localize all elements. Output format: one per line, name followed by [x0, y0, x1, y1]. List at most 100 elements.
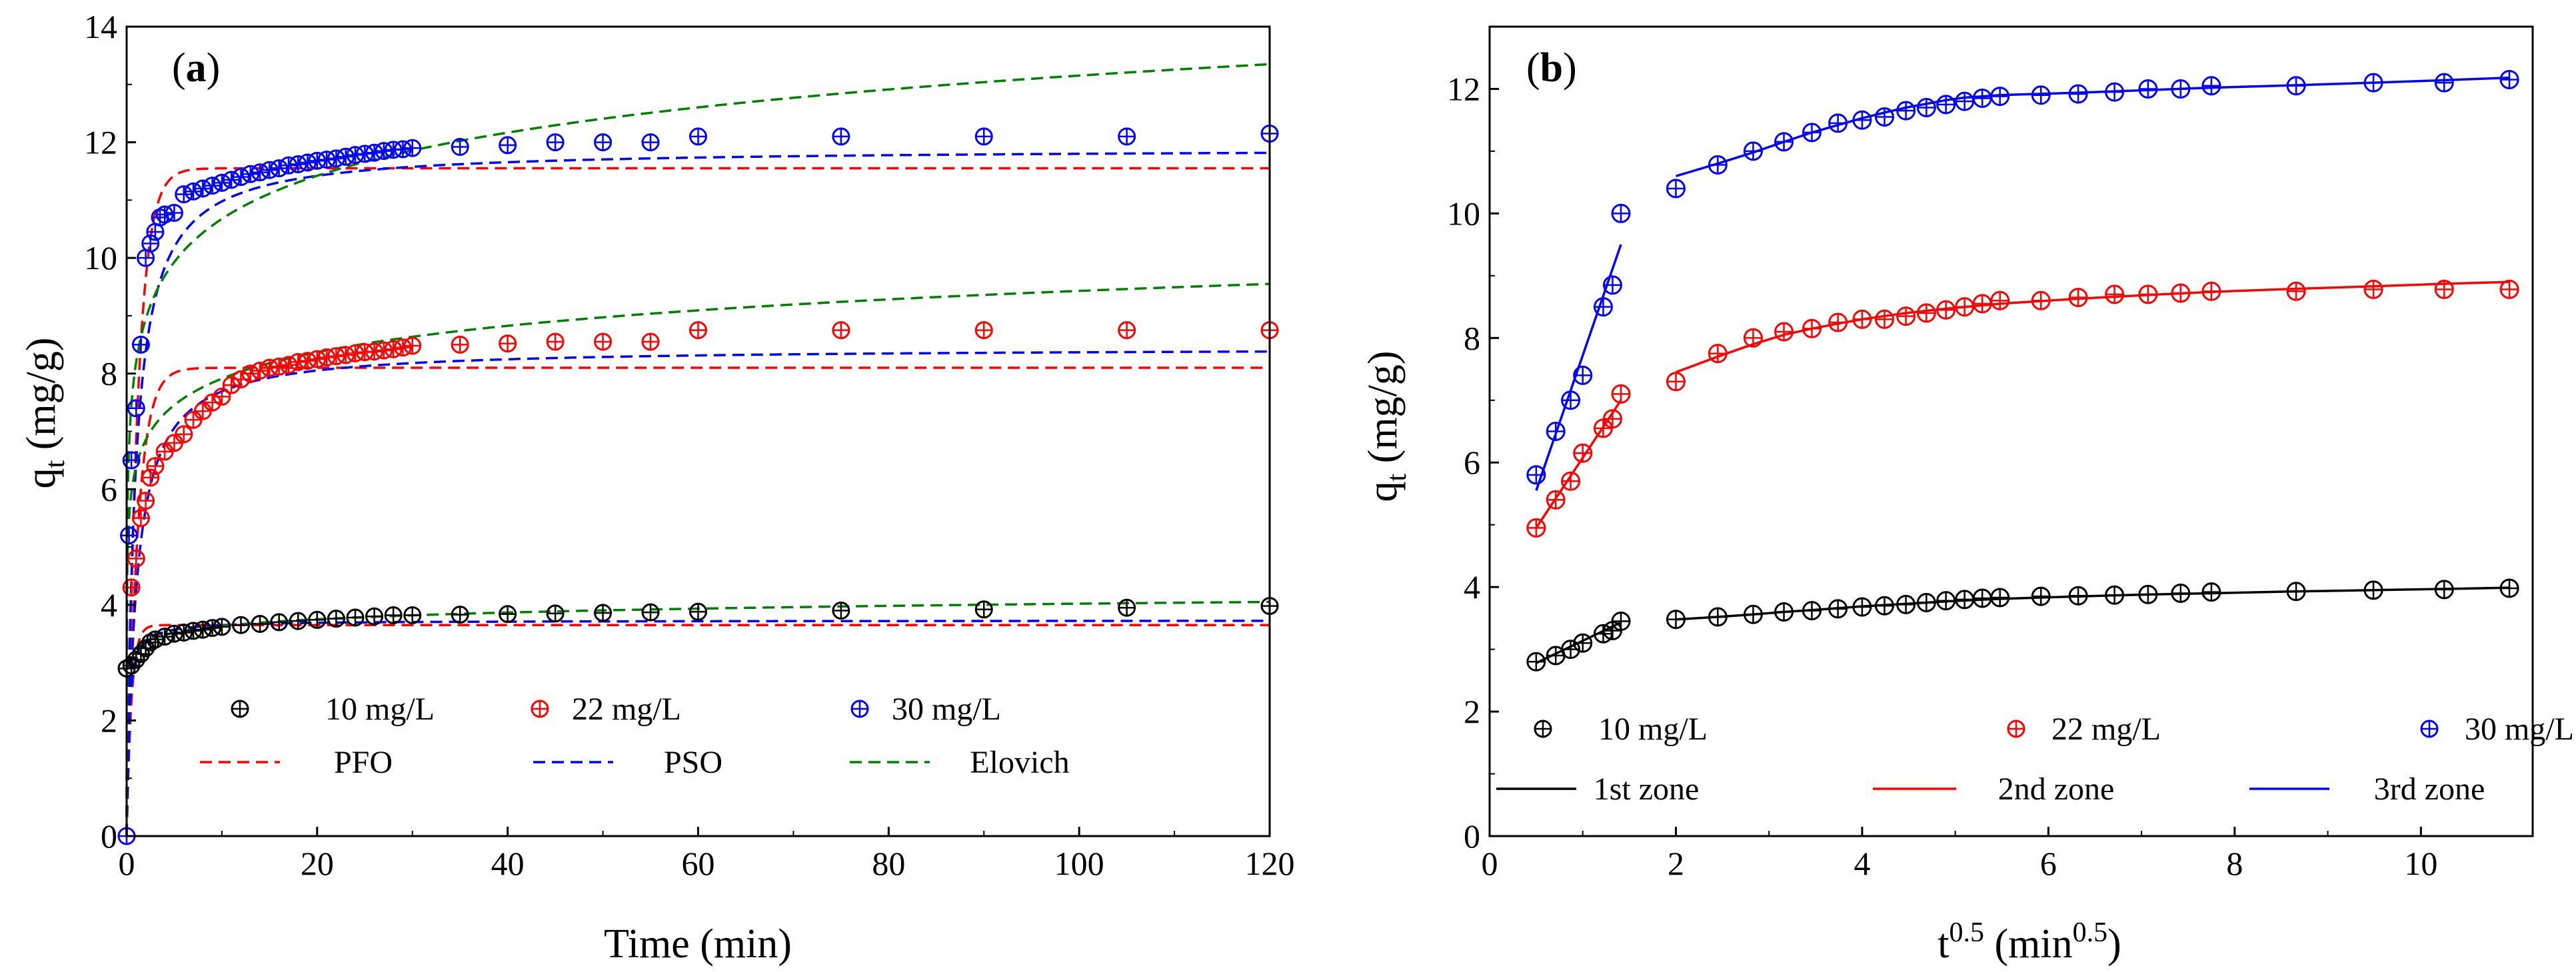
b-point-30mgl	[1936, 95, 1956, 115]
b-point-30mgl	[1955, 91, 1975, 111]
a-y-tick-label: 12	[84, 124, 117, 161]
b-point-10mgl	[1955, 590, 1975, 610]
a-point-30mgl	[165, 203, 183, 222]
a-point-10mgl	[327, 610, 345, 628]
a-legend-label: 22 mg/L	[572, 692, 681, 727]
b-point-22mgl	[1936, 300, 1956, 320]
b-x-axis-title: t0.5 (min0.5)	[1937, 917, 2121, 967]
b-point-10mgl	[1916, 593, 1936, 613]
b-point-10mgl	[1593, 624, 1613, 644]
a-point-22mgl	[689, 321, 707, 340]
b-x-axis: 0 2 4 6 8 10	[1482, 827, 2437, 882]
a-x-tick-label: 100	[1054, 845, 1104, 882]
a-point-10mgl	[184, 622, 203, 640]
b-y-tick-label: 6	[1464, 444, 1480, 481]
a-pso-curve	[125, 620, 1270, 836]
a-y-axis-title: qt (mg/g)	[19, 338, 71, 489]
b-point-30mgl	[2201, 76, 2221, 96]
a-elovich-curve	[125, 63, 1270, 836]
a-point-30mgl	[127, 399, 145, 418]
a-point-30mgl	[155, 205, 174, 224]
b-point-22mgl	[1874, 309, 1894, 329]
b-point-10mgl	[1611, 612, 1631, 632]
a-point-30mgl	[175, 185, 193, 204]
a-x-tick-label: 40	[491, 845, 525, 882]
a-point-22mgl	[184, 410, 203, 429]
a-x-tick-label: 120	[1245, 845, 1295, 882]
a-point-10mgl	[155, 628, 174, 646]
a-x-tick-label: 0	[119, 845, 135, 882]
b-legend-label: 3rd zone	[2374, 771, 2485, 807]
a-point-10mgl	[213, 618, 231, 636]
b-point-22mgl	[1526, 518, 1546, 538]
a-y-tick-label: 0	[101, 817, 117, 855]
b-legend-label: 1st zone	[1594, 771, 1700, 807]
b-point-30mgl	[1602, 275, 1622, 295]
a-point-22mgl	[137, 492, 155, 510]
b-legend-label: 22 mg/L	[2051, 712, 2161, 747]
a-point-10mgl	[289, 612, 307, 630]
a-point-30mgl	[1118, 127, 1136, 146]
a-point-30mgl	[337, 147, 355, 166]
a-point-22mgl	[327, 347, 345, 366]
a-legend-label: Elovich	[970, 745, 1069, 780]
b-point-10mgl	[1874, 596, 1894, 616]
a-point-22mgl	[365, 342, 384, 361]
b-point-30mgl	[1774, 132, 1794, 152]
b-point-22mgl	[1972, 294, 1992, 314]
a-x-tick-label: 60	[682, 845, 715, 882]
a-point-30mgl	[365, 143, 384, 162]
a-point-30mgl	[193, 179, 212, 198]
b-point-22mgl	[1561, 471, 1581, 491]
b-point-30mgl	[2031, 85, 2051, 105]
a-point-22mgl	[384, 340, 403, 358]
a-legend-label: PFO	[334, 745, 393, 780]
a-y-tick-label: 10	[84, 239, 117, 276]
a-point-30mgl	[308, 151, 327, 170]
b-point-30mgl	[1802, 123, 1822, 143]
a-point-30mgl	[279, 156, 298, 175]
a-point-22mgl	[289, 352, 307, 371]
a-point-22mgl	[260, 358, 279, 377]
a-point-22mgl	[974, 321, 993, 340]
a-point-22mgl	[175, 425, 193, 444]
a-model-curves	[125, 63, 1270, 836]
a-point-30mgl	[393, 140, 412, 159]
a-point-22mgl	[155, 442, 174, 461]
b-point-30mgl	[2138, 79, 2158, 99]
b-data-points	[1526, 69, 2519, 672]
b-legend-label: 10 mg/L	[1598, 712, 1708, 747]
a-point-10mgl	[594, 604, 613, 622]
b-point-10mgl	[2138, 584, 2158, 604]
b-point-10mgl	[1526, 652, 1546, 672]
b-y-tick-label: 0	[1464, 817, 1480, 855]
a-point-22mgl	[1118, 321, 1136, 340]
a-point-30mgl	[289, 155, 307, 174]
b-point-22mgl	[2068, 288, 2088, 308]
a-legend-label: 10 mg/L	[325, 692, 435, 727]
a-point-30mgl	[213, 173, 231, 192]
a-point-10mgl	[832, 602, 850, 620]
a-point-30mgl	[346, 146, 365, 165]
a-point-22mgl	[451, 335, 469, 354]
b-point-30mgl	[2171, 79, 2191, 99]
b-point-30mgl	[1828, 113, 1848, 133]
a-point-30mgl	[131, 335, 150, 354]
b-zone-fit-3	[1676, 76, 2510, 177]
a-point-10mgl	[641, 603, 660, 622]
b-point-22mgl	[1573, 443, 1593, 463]
a-x-axis-title: Time (min)	[604, 921, 792, 967]
b-y-tick-label: 4	[1464, 568, 1480, 606]
a-pfo-curve	[125, 624, 1270, 836]
b-point-30mgl	[2434, 73, 2454, 93]
a-point-22mgl	[127, 549, 145, 568]
a-point-22mgl	[193, 402, 212, 420]
b-point-22mgl	[2138, 284, 2158, 304]
b-y-axis-title: qt (mg/g)	[1360, 351, 1412, 502]
a-point-30mgl	[222, 171, 241, 189]
a-legend-label: 30 mg/L	[892, 692, 1001, 727]
a-point-22mgl	[317, 348, 336, 366]
a-elovich-curve	[125, 600, 1270, 836]
a-point-22mgl	[131, 509, 150, 528]
b-point-10mgl	[1743, 604, 1763, 624]
